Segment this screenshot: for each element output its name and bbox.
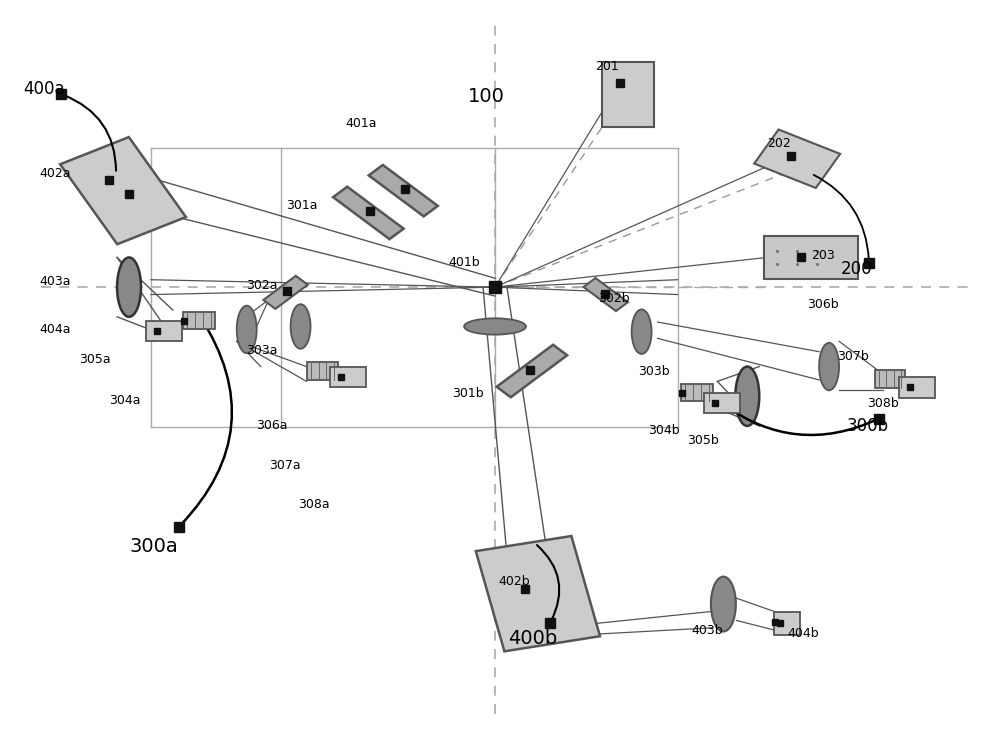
Text: 301a: 301a <box>286 199 317 212</box>
Text: 300b: 300b <box>847 417 889 435</box>
Text: 301b: 301b <box>452 387 484 400</box>
Text: 302b: 302b <box>598 292 629 305</box>
Polygon shape <box>583 278 628 311</box>
Text: 403a: 403a <box>39 276 71 288</box>
Polygon shape <box>774 612 800 635</box>
Text: 305b: 305b <box>687 434 719 447</box>
Polygon shape <box>369 165 438 216</box>
Polygon shape <box>263 276 308 309</box>
Text: 304a: 304a <box>109 394 141 408</box>
Text: 401b: 401b <box>448 256 480 269</box>
Polygon shape <box>330 367 366 387</box>
Text: 302a: 302a <box>246 279 277 292</box>
Ellipse shape <box>819 343 839 390</box>
Text: 305a: 305a <box>79 352 111 366</box>
Ellipse shape <box>291 304 311 349</box>
Text: 403b: 403b <box>691 624 723 637</box>
Text: 401a: 401a <box>345 118 377 130</box>
Text: 404a: 404a <box>39 323 71 336</box>
Text: 402b: 402b <box>498 575 530 589</box>
Text: 200: 200 <box>841 259 873 278</box>
Text: 201: 201 <box>595 60 618 73</box>
Polygon shape <box>476 536 600 651</box>
Ellipse shape <box>237 305 257 353</box>
Text: 300a: 300a <box>129 537 178 557</box>
Text: 404b: 404b <box>787 627 819 640</box>
Text: 303a: 303a <box>246 343 277 357</box>
Text: 400b: 400b <box>508 629 557 647</box>
Polygon shape <box>602 62 654 127</box>
Polygon shape <box>681 384 713 402</box>
Polygon shape <box>307 362 338 380</box>
Ellipse shape <box>117 258 141 317</box>
Text: 307b: 307b <box>837 349 869 363</box>
Polygon shape <box>875 370 905 388</box>
Polygon shape <box>183 311 215 329</box>
Text: 202: 202 <box>767 137 791 150</box>
Ellipse shape <box>632 309 652 354</box>
Ellipse shape <box>735 367 759 426</box>
Polygon shape <box>60 137 186 244</box>
Text: 402a: 402a <box>39 167 71 180</box>
Text: 306b: 306b <box>807 298 839 311</box>
Polygon shape <box>146 320 182 341</box>
Polygon shape <box>754 130 840 188</box>
Ellipse shape <box>711 577 736 632</box>
Text: 203: 203 <box>811 249 835 261</box>
Text: 303b: 303b <box>638 364 669 378</box>
Text: 306a: 306a <box>256 419 287 432</box>
Polygon shape <box>764 236 858 279</box>
Text: 308a: 308a <box>299 498 330 511</box>
Text: 400a: 400a <box>23 80 65 98</box>
Polygon shape <box>333 187 404 239</box>
Text: 308b: 308b <box>867 397 899 410</box>
Text: 100: 100 <box>468 87 505 106</box>
Polygon shape <box>497 345 567 397</box>
Polygon shape <box>899 377 935 398</box>
Ellipse shape <box>464 318 526 335</box>
Polygon shape <box>704 393 740 413</box>
Text: 304b: 304b <box>648 424 679 437</box>
Text: 307a: 307a <box>269 459 300 472</box>
